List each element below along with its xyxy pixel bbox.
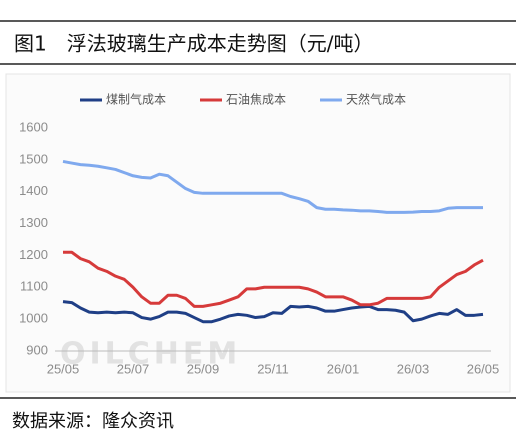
y-tick-label: 900 xyxy=(26,342,48,357)
x-tick-label: 25/07 xyxy=(117,361,150,376)
watermark: OILCHEM xyxy=(60,337,241,372)
x-tick-label: 25/09 xyxy=(187,361,220,376)
y-tick-label: 1600 xyxy=(19,119,48,134)
y-tick-label: 1100 xyxy=(20,279,48,294)
x-tick-label: 25/05 xyxy=(47,361,80,376)
legend-label: 煤制气成本 xyxy=(106,92,166,107)
series-line xyxy=(63,250,484,308)
header: 图1 浮法玻璃生产成本走势图（元/吨） xyxy=(14,32,373,56)
y-tick-label: 1000 xyxy=(19,311,48,326)
y-tick-label: 1500 xyxy=(19,151,48,166)
series-line xyxy=(62,300,484,324)
x-tick-label: 26/01 xyxy=(327,361,360,376)
y-tick-label: 1300 xyxy=(19,215,48,230)
y-tick-label: 1400 xyxy=(19,183,48,198)
x-tick-label: 25/11 xyxy=(257,361,289,376)
legend-label: 石油焦成本 xyxy=(226,93,286,107)
series-line xyxy=(62,159,483,214)
y-tick-label: 1200 xyxy=(19,247,48,262)
x-tick-label: 26/03 xyxy=(397,361,430,376)
legend-label: 天然气成本 xyxy=(346,92,406,107)
source: 数据来源：隆众资讯 xyxy=(12,411,174,432)
chart-frame xyxy=(5,73,511,393)
plot: 900 1000 1100 1200 1300 1400 1500 1600 25/05 25/0… xyxy=(19,92,499,377)
x-tick-label: 26/05 xyxy=(467,361,500,376)
